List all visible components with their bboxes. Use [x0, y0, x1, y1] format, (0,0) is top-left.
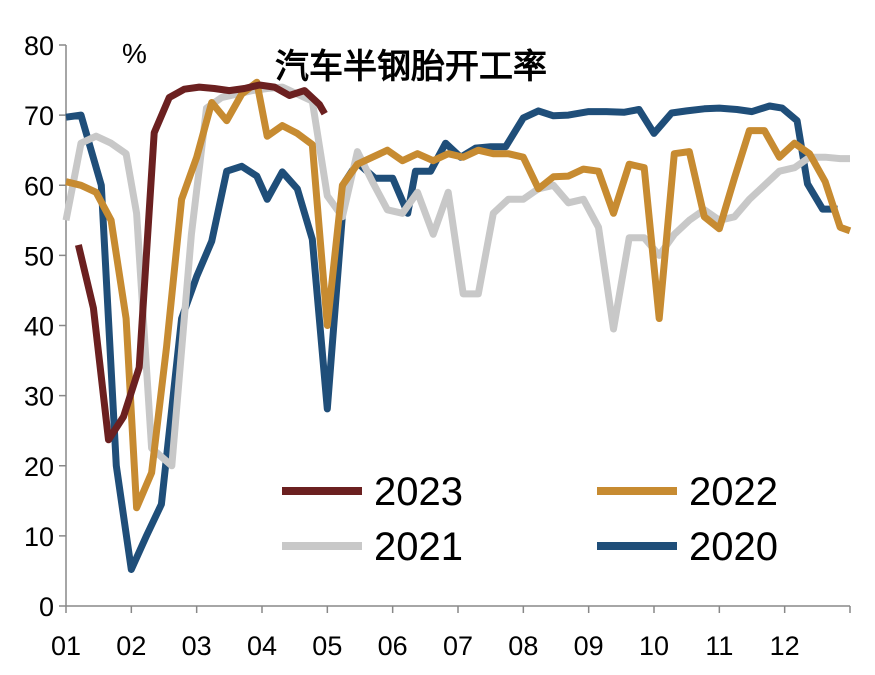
- y-tick-label: 30: [24, 382, 54, 412]
- x-tick-label: 11: [705, 631, 733, 661]
- series-line-2022: [65, 78, 852, 512]
- legend-label-2022: 2022: [689, 470, 778, 514]
- plot-area: 0 10 20 30 40 50 60 70 80 01 02 03 04 05 06 07 08 09 10 11…: [24, 31, 852, 661]
- x-tick-label: 05: [312, 631, 342, 661]
- series-line-2021: [62, 83, 850, 470]
- x-tick-label: 09: [574, 631, 604, 661]
- legend-label-2021: 2021: [374, 525, 463, 569]
- x-tick-label: 02: [116, 631, 146, 661]
- series-lines: [62, 78, 852, 573]
- y-tick-label: 0: [39, 592, 54, 622]
- x-tick-label: 06: [378, 631, 408, 661]
- x-tick-label: 10: [639, 631, 669, 661]
- legend: 2023 2022 2021 2020: [282, 470, 778, 569]
- x-tick-label: 04: [247, 631, 277, 661]
- series-line-2023: [74, 81, 328, 444]
- y-tick-label: 80: [24, 31, 54, 61]
- x-tick-label: 08: [508, 631, 538, 661]
- y-tick-label: 10: [24, 522, 54, 552]
- y-tick-label: 20: [24, 452, 54, 482]
- y-axis-ticks: 0 10 20 30 40 50 60 70 80: [24, 31, 66, 622]
- y-tick-label: 40: [24, 312, 54, 342]
- x-axis-ticks: 01 02 03 04 05 06 07 08 09 10 11 12: [51, 606, 851, 661]
- y-axis-unit: %: [122, 38, 147, 69]
- series-line-2020: [65, 102, 838, 573]
- x-tick-label: 07: [443, 631, 473, 661]
- x-tick-label: 12: [770, 631, 800, 661]
- x-tick-label: 01: [51, 631, 81, 661]
- y-tick-label: 60: [24, 171, 54, 201]
- legend-label-2023: 2023: [374, 470, 463, 514]
- legend-label-2020: 2020: [689, 525, 778, 569]
- y-tick-label: 70: [24, 101, 54, 131]
- y-tick-label: 50: [24, 241, 54, 271]
- chart-title: 汽车半钢胎开工率: [275, 47, 547, 87]
- x-tick-label: 03: [182, 631, 212, 661]
